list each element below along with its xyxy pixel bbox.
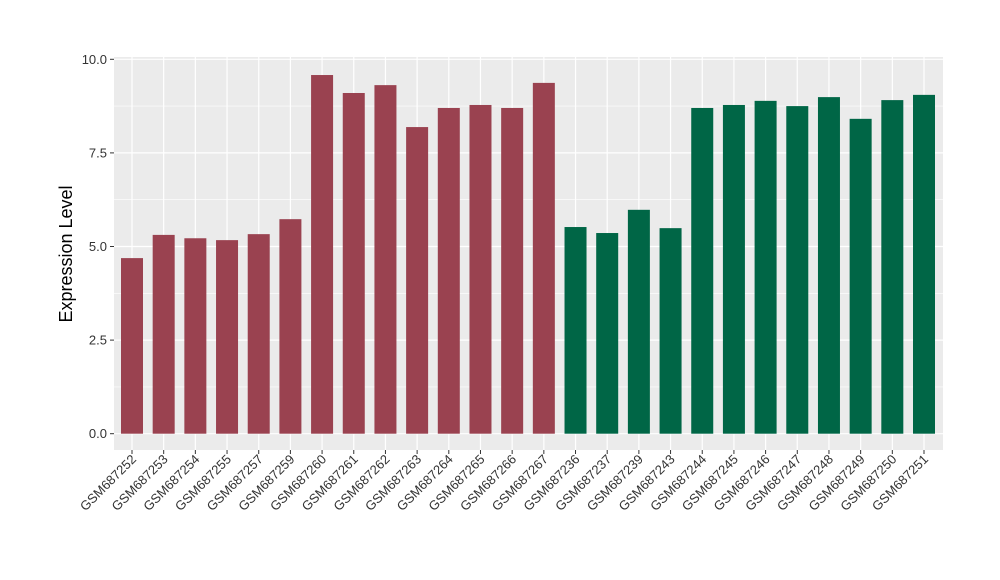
y-tick-label: 2.5 xyxy=(89,333,107,348)
bar-GSM687252 xyxy=(121,258,143,434)
bar-GSM687266 xyxy=(501,107,524,434)
bar-GSM687267 xyxy=(532,82,555,434)
bar-GSM687237 xyxy=(596,233,619,434)
bar-GSM687247 xyxy=(786,106,809,434)
bar-GSM687255 xyxy=(216,240,239,434)
y-tick-label: 5.0 xyxy=(89,239,107,254)
bar-GSM687245 xyxy=(722,104,745,434)
bar-GSM687254 xyxy=(184,238,207,434)
bar-GSM687259 xyxy=(279,219,302,434)
bar-GSM687243 xyxy=(659,228,682,434)
y-axis-label: Expression Level xyxy=(56,185,76,322)
bar-GSM687239 xyxy=(627,209,650,434)
y-tick-label: 0.0 xyxy=(89,426,107,441)
bars xyxy=(121,75,935,434)
bar-GSM687253 xyxy=(152,234,175,434)
x-axis: GSM687252GSM687253GSM687254GSM687255GSM6… xyxy=(77,450,931,514)
bar-GSM687244 xyxy=(691,107,714,434)
bar-GSM687251 xyxy=(913,94,935,434)
y-axis: 0.0 2.5 5.0 7.5 10.0 xyxy=(82,52,114,441)
bar-GSM687263 xyxy=(406,127,429,434)
bar-GSM687261 xyxy=(342,92,365,434)
bar-GSM687257 xyxy=(247,234,270,434)
bar-GSM687246 xyxy=(754,100,777,434)
bar-GSM687250 xyxy=(881,100,904,434)
y-tick-label: 10.0 xyxy=(82,52,107,67)
bar-GSM687260 xyxy=(311,75,334,434)
bar-GSM687262 xyxy=(374,85,397,434)
bar-GSM687265 xyxy=(469,104,492,434)
bar-GSM687236 xyxy=(564,227,587,434)
bar-GSM687248 xyxy=(817,97,840,434)
bar-GSM687264 xyxy=(437,107,460,434)
bar-GSM687249 xyxy=(849,118,872,434)
y-tick-label: 7.5 xyxy=(89,145,107,160)
